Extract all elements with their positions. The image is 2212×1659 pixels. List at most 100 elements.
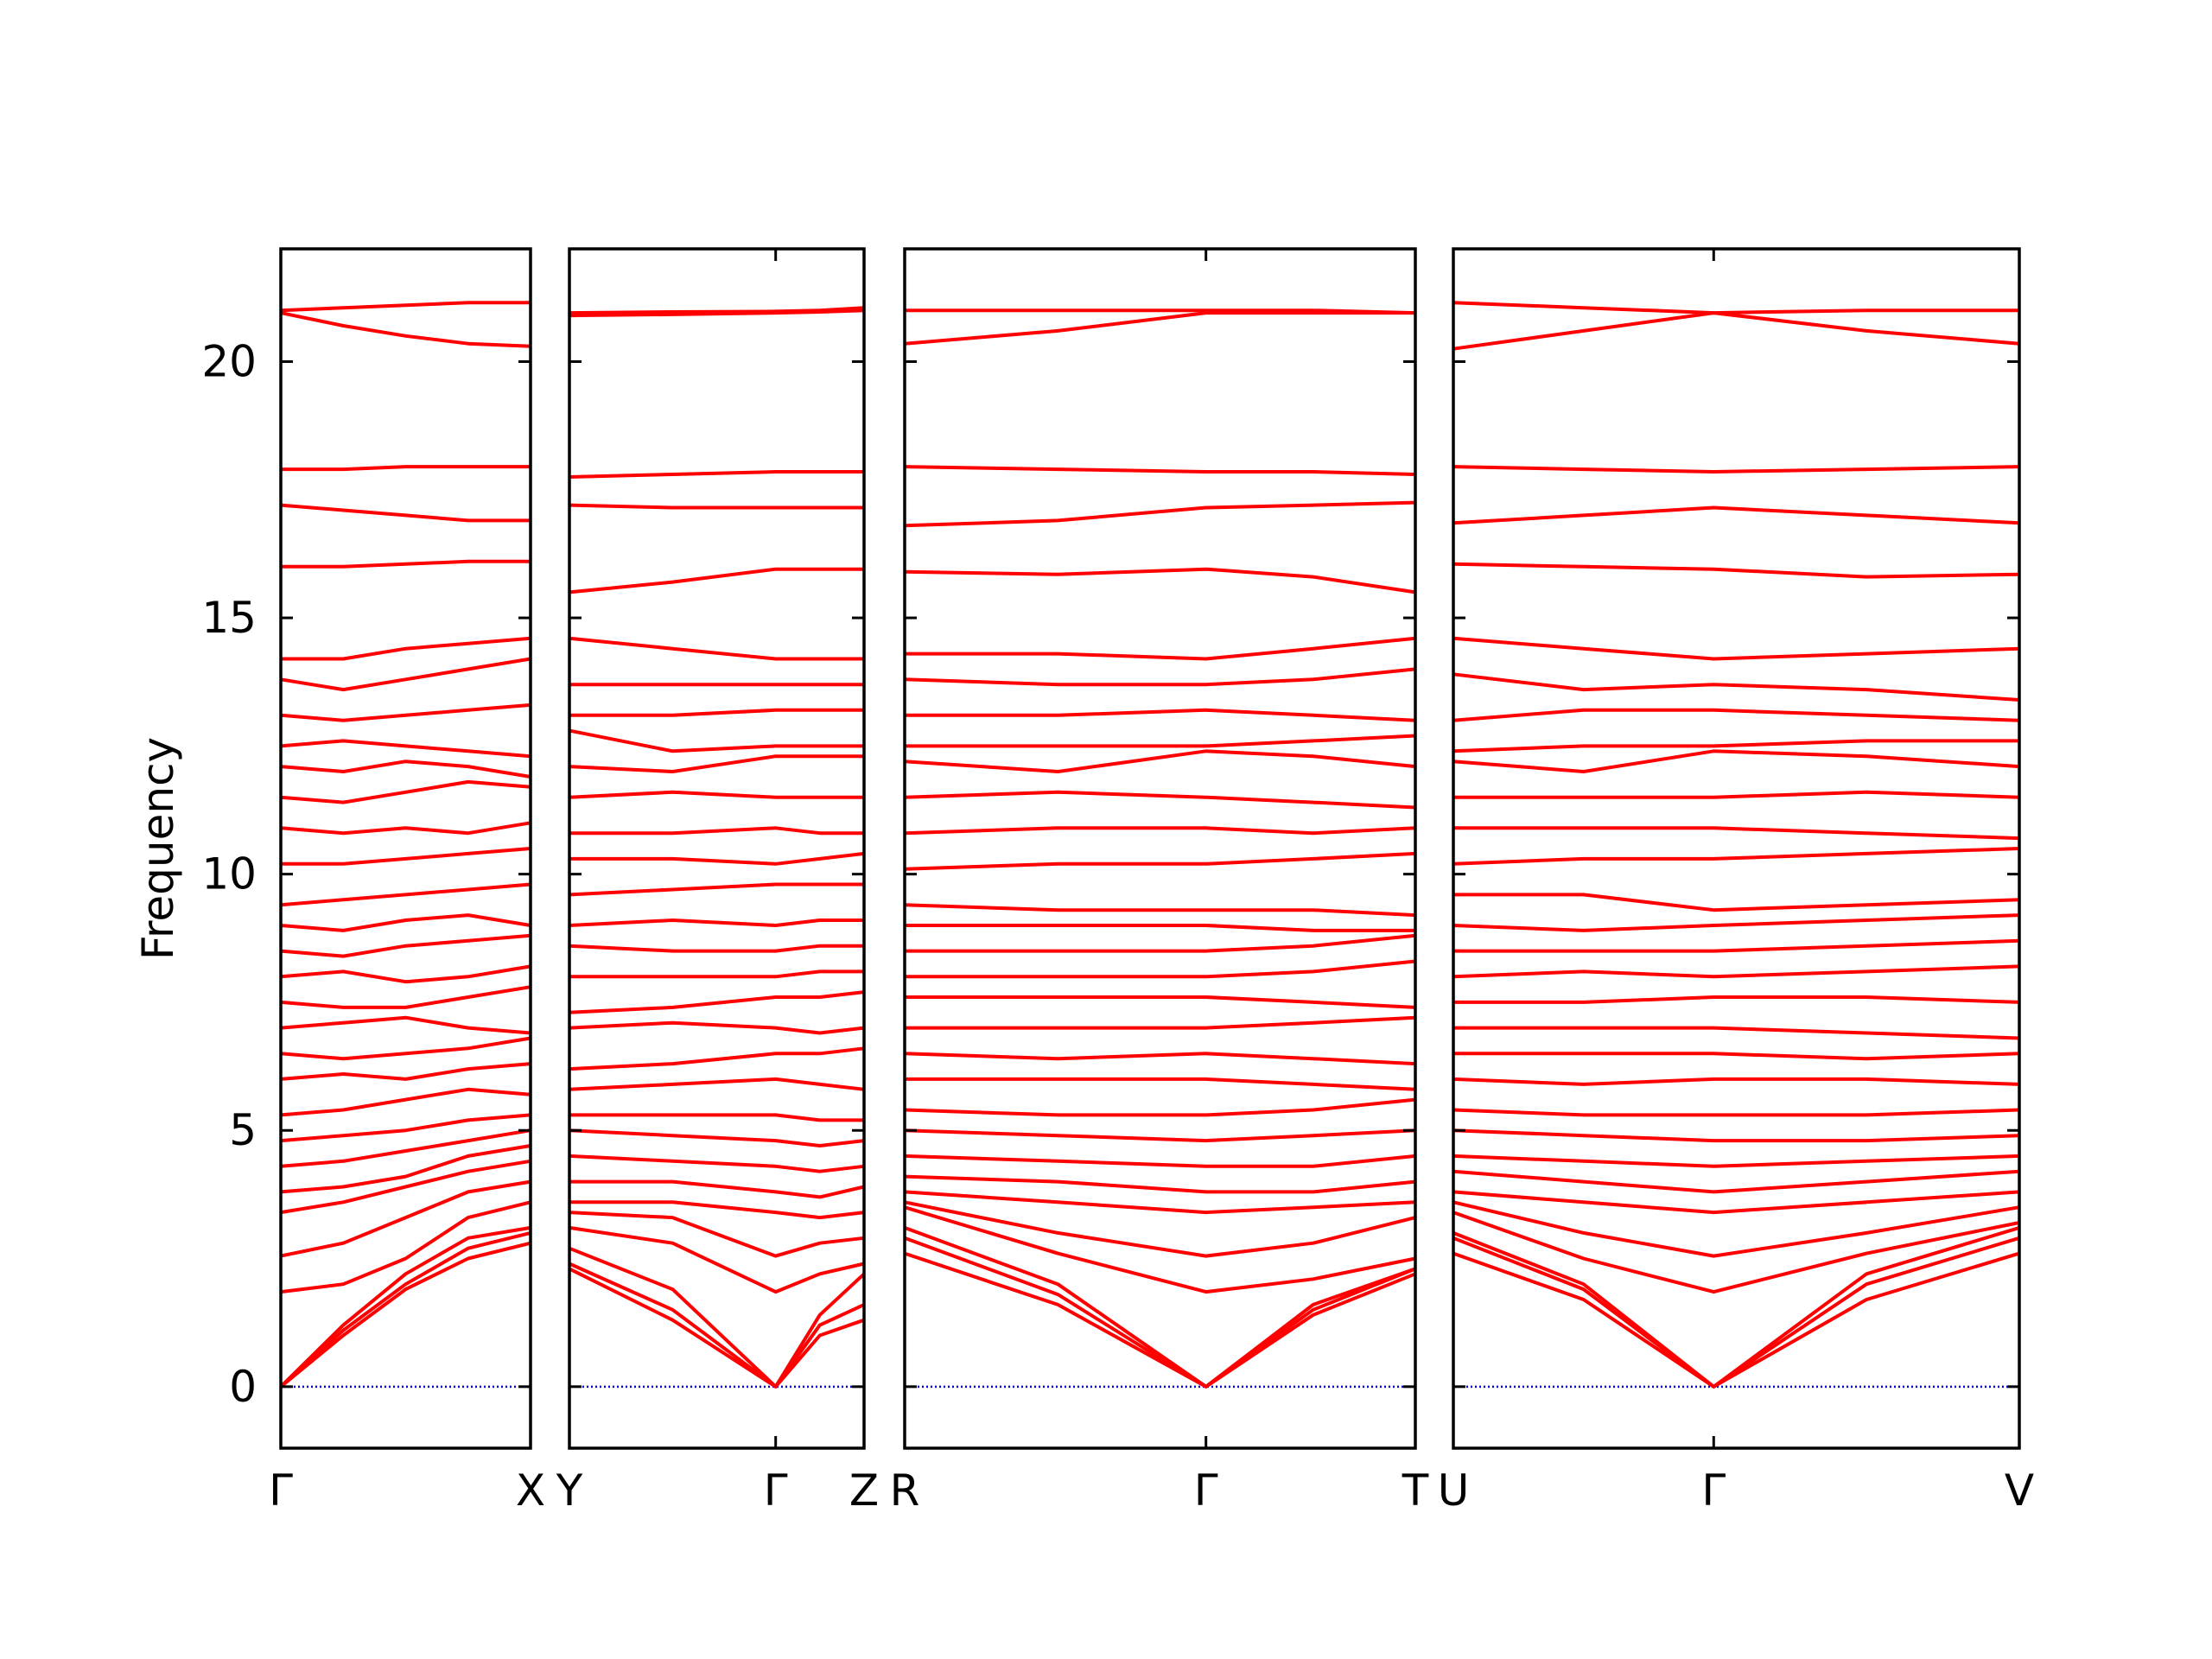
band-line (280, 1159, 531, 1215)
band-line (569, 567, 864, 594)
band-line (280, 702, 531, 722)
band-line (1452, 1211, 2020, 1294)
band-line (279, 1225, 531, 1389)
band-line (281, 636, 531, 661)
band-line (280, 739, 531, 759)
band-line (569, 1179, 865, 1199)
x-tick-label: X (516, 1465, 545, 1516)
band-line (569, 1113, 864, 1122)
band-line (1452, 1251, 2020, 1389)
x-tick-label: T (1402, 1465, 1429, 1516)
band-line (1452, 847, 2020, 866)
band-line (1452, 562, 2020, 579)
band-line (904, 667, 1416, 687)
band-line (1452, 465, 2020, 474)
band-line (569, 470, 864, 479)
band-line (904, 1154, 1416, 1168)
band-line (1452, 1200, 2020, 1258)
band-line (1453, 790, 2020, 799)
band-line (904, 465, 1416, 476)
panel-frame (903, 247, 1417, 1450)
band-line (569, 1246, 866, 1389)
band-line (905, 708, 1416, 722)
panel-frame (568, 247, 866, 1450)
band-line (1452, 739, 2019, 753)
band-line (904, 1052, 1416, 1066)
band-line (1452, 708, 2020, 722)
band-line (280, 821, 531, 836)
band-line (279, 1230, 531, 1389)
band-line (280, 964, 531, 984)
y-tick-label: 5 (229, 1105, 257, 1155)
x-tick-label: U (1438, 1465, 1470, 1516)
band-line (280, 311, 531, 348)
band-line (569, 1128, 865, 1147)
band-line (1452, 672, 2020, 702)
band-line (569, 1262, 865, 1389)
panel-frame (1452, 247, 2021, 1450)
band-line (280, 760, 531, 779)
band-line (280, 913, 531, 932)
band-line (280, 1062, 531, 1081)
band-line (1452, 636, 2020, 661)
band-line (569, 1211, 865, 1258)
band-line (569, 1154, 865, 1173)
band-line (904, 1205, 1416, 1294)
y-tick-label: 10 (201, 849, 257, 899)
x-tick-label: Γ (269, 1465, 293, 1516)
x-tick-label: Γ (1194, 1465, 1218, 1516)
band-line (904, 851, 1416, 871)
band-line (280, 1087, 531, 1117)
band-line (1452, 311, 2020, 351)
band-line (1453, 995, 2020, 1004)
band-line (905, 308, 1416, 315)
band-line (904, 500, 1416, 528)
band-line (569, 826, 864, 836)
band-line (1452, 913, 2020, 932)
band-line (280, 503, 531, 523)
band-line (569, 754, 864, 773)
band-line (1453, 826, 2020, 841)
band-line (280, 1036, 531, 1061)
band-line (569, 944, 864, 953)
band-line (1452, 1128, 2020, 1143)
band-line (1452, 1108, 2020, 1117)
band-line (1452, 1190, 2020, 1215)
band-line (1452, 1169, 2020, 1194)
band-line (905, 1077, 1416, 1091)
band-line (904, 1226, 1416, 1389)
band-line (569, 790, 864, 799)
band-line (569, 1020, 865, 1035)
band-line (569, 1077, 865, 1091)
band-line (905, 924, 1415, 932)
band-line (1452, 1077, 2020, 1086)
band-line (905, 959, 1416, 979)
band-line (280, 1128, 531, 1168)
band-line (280, 1113, 531, 1143)
band-line (905, 1015, 1416, 1030)
x-tick-label: R (890, 1465, 920, 1516)
band-line (281, 847, 531, 866)
band-line (904, 1200, 1416, 1258)
band-line (569, 1200, 865, 1220)
band-line (569, 728, 864, 753)
band-line (1452, 1236, 2020, 1389)
band-line (905, 734, 1416, 748)
band-line (905, 995, 1416, 1009)
band-line (1452, 301, 2019, 315)
band-line (569, 636, 864, 661)
band-line (904, 826, 1416, 836)
band-line (569, 918, 864, 927)
band-line (280, 933, 531, 958)
x-tick-label: Γ (764, 1465, 788, 1516)
x-tick-label: Z (849, 1465, 879, 1516)
band-line (569, 969, 864, 979)
band-line (1453, 938, 2020, 953)
band-line (904, 567, 1416, 594)
band-line (280, 1179, 531, 1258)
band-line (1453, 1052, 2020, 1061)
band-line (569, 306, 865, 315)
panel-frame (279, 247, 532, 1450)
band-line (1452, 964, 2020, 979)
